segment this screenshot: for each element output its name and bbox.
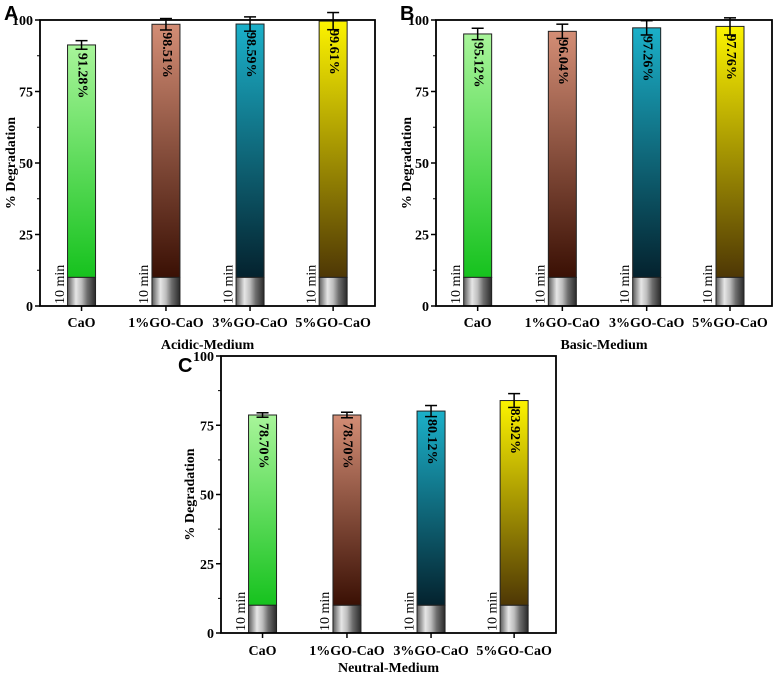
- y-axis-title: % Degradation: [183, 448, 198, 540]
- bar-c-4: [499, 400, 529, 606]
- category-label: 5%GO-CaO: [295, 316, 371, 331]
- time-label: 10 min: [221, 265, 236, 304]
- category-label: CaO: [464, 316, 492, 331]
- y-tick-label: 100: [12, 14, 33, 29]
- time-label: 10 min: [701, 265, 716, 304]
- value-label: 91.28%: [74, 53, 89, 99]
- panel-letter: A: [4, 3, 18, 25]
- y-tick-label: 100: [193, 350, 214, 365]
- bar-b-1: [463, 33, 493, 278]
- bar-a-4: [318, 20, 348, 278]
- bar-base-a-3: [235, 276, 265, 307]
- bar-a-3: [235, 23, 265, 278]
- value-label: 96.04%: [555, 39, 570, 85]
- value-label: 78.70%: [340, 423, 355, 469]
- panel-letter: B: [400, 3, 414, 25]
- panel-letter: C: [178, 355, 192, 377]
- category-label: 3%GO-CaO: [393, 644, 469, 659]
- bar-a-1: [67, 44, 97, 278]
- value-label: 98.51%: [159, 32, 174, 78]
- x-axis-title: Neutral-Medium: [338, 661, 439, 676]
- y-tick-label: 0: [26, 300, 33, 315]
- x-axis-title: Basic-Medium: [560, 338, 647, 353]
- value-label: 80.12%: [424, 419, 439, 465]
- time-label: 10 min: [618, 265, 633, 304]
- plot-frame: [220, 355, 557, 634]
- bar-base-c-4: [499, 604, 529, 634]
- bar-c-1: [248, 414, 278, 606]
- category-label: 1%GO-CaO: [128, 316, 204, 331]
- y-tick-label: 75: [200, 419, 214, 434]
- time-label: 10 min: [449, 265, 464, 304]
- value-label: 83.92%: [507, 409, 522, 455]
- bar-base-a-2: [151, 276, 181, 307]
- bar-c-3: [416, 410, 446, 606]
- y-tick-label: 0: [422, 300, 429, 315]
- value-label: 98.59%: [243, 32, 258, 77]
- y-tick-label: 75: [415, 86, 429, 101]
- x-axis-title: Acidic-Medium: [161, 338, 255, 353]
- time-label: 10 min: [318, 592, 333, 631]
- bar-base-b-1: [463, 276, 493, 307]
- bar-base-b-4: [715, 276, 745, 307]
- bar-b-4: [715, 25, 745, 278]
- category-label: 5%GO-CaO: [476, 644, 552, 659]
- y-tick-label: 50: [19, 157, 33, 172]
- y-tick-label: 100: [408, 14, 429, 29]
- bar-base-c-3: [416, 604, 446, 634]
- bar-base-c-1: [248, 604, 278, 634]
- category-label: 5%GO-CaO: [692, 316, 768, 331]
- y-tick-label: 50: [200, 489, 214, 504]
- time-label: 10 min: [485, 592, 500, 631]
- y-tick-label: 0: [207, 627, 214, 642]
- bar-base-c-2: [332, 604, 362, 634]
- value-label: 97.76%: [723, 34, 738, 80]
- time-label: 10 min: [534, 265, 549, 304]
- value-label: 97.26%: [639, 36, 654, 81]
- bar-base-b-2: [547, 276, 577, 307]
- plot-frame: [435, 19, 773, 307]
- y-tick-label: 50: [415, 157, 429, 172]
- value-label: 78.70%: [255, 423, 270, 469]
- bar-base-a-1: [67, 276, 97, 307]
- category-label: 3%GO-CaO: [212, 316, 288, 331]
- category-label: 1%GO-CaO: [525, 316, 601, 331]
- plot-frame: [39, 19, 376, 307]
- category-label: 1%GO-CaO: [309, 644, 385, 659]
- bar-b-3: [632, 27, 662, 278]
- y-axis-title: % Degradation: [4, 117, 19, 209]
- category-label: CaO: [249, 644, 277, 659]
- y-tick-label: 75: [19, 86, 33, 101]
- bar-base-b-3: [632, 276, 662, 307]
- bar-base-a-4: [318, 276, 348, 307]
- y-tick-label: 25: [415, 229, 429, 244]
- y-tick-label: 25: [19, 229, 33, 244]
- time-label: 10 min: [304, 265, 319, 304]
- time-label: 10 min: [53, 265, 68, 304]
- y-tick-label: 25: [200, 558, 214, 573]
- y-axis-title: % Degradation: [400, 117, 415, 209]
- time-label: 10 min: [234, 592, 249, 631]
- value-label: 99.61%: [326, 29, 341, 75]
- time-label: 10 min: [137, 265, 152, 304]
- category-label: 3%GO-CaO: [609, 316, 685, 331]
- value-label: 95.12%: [470, 42, 485, 88]
- category-label: CaO: [68, 316, 96, 331]
- time-label: 10 min: [402, 592, 417, 631]
